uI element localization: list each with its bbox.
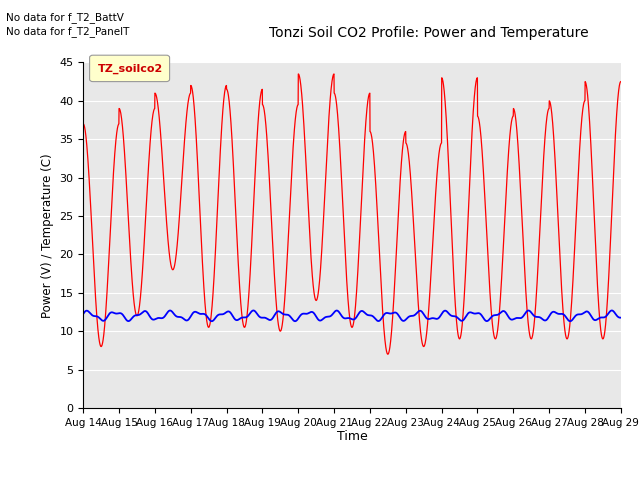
Text: No data for f_T2_PanelT: No data for f_T2_PanelT — [6, 26, 130, 37]
Text: No data for f_T2_BattV: No data for f_T2_BattV — [6, 12, 124, 23]
Text: TZ_soilco2: TZ_soilco2 — [98, 63, 163, 73]
X-axis label: Time: Time — [337, 431, 367, 444]
Y-axis label: Power (V) / Temperature (C): Power (V) / Temperature (C) — [41, 153, 54, 317]
Legend: CR23X Temperature, CR23X Voltage: CR23X Temperature, CR23X Voltage — [200, 476, 504, 480]
Text: Tonzi Soil CO2 Profile: Power and Temperature: Tonzi Soil CO2 Profile: Power and Temper… — [269, 26, 588, 40]
